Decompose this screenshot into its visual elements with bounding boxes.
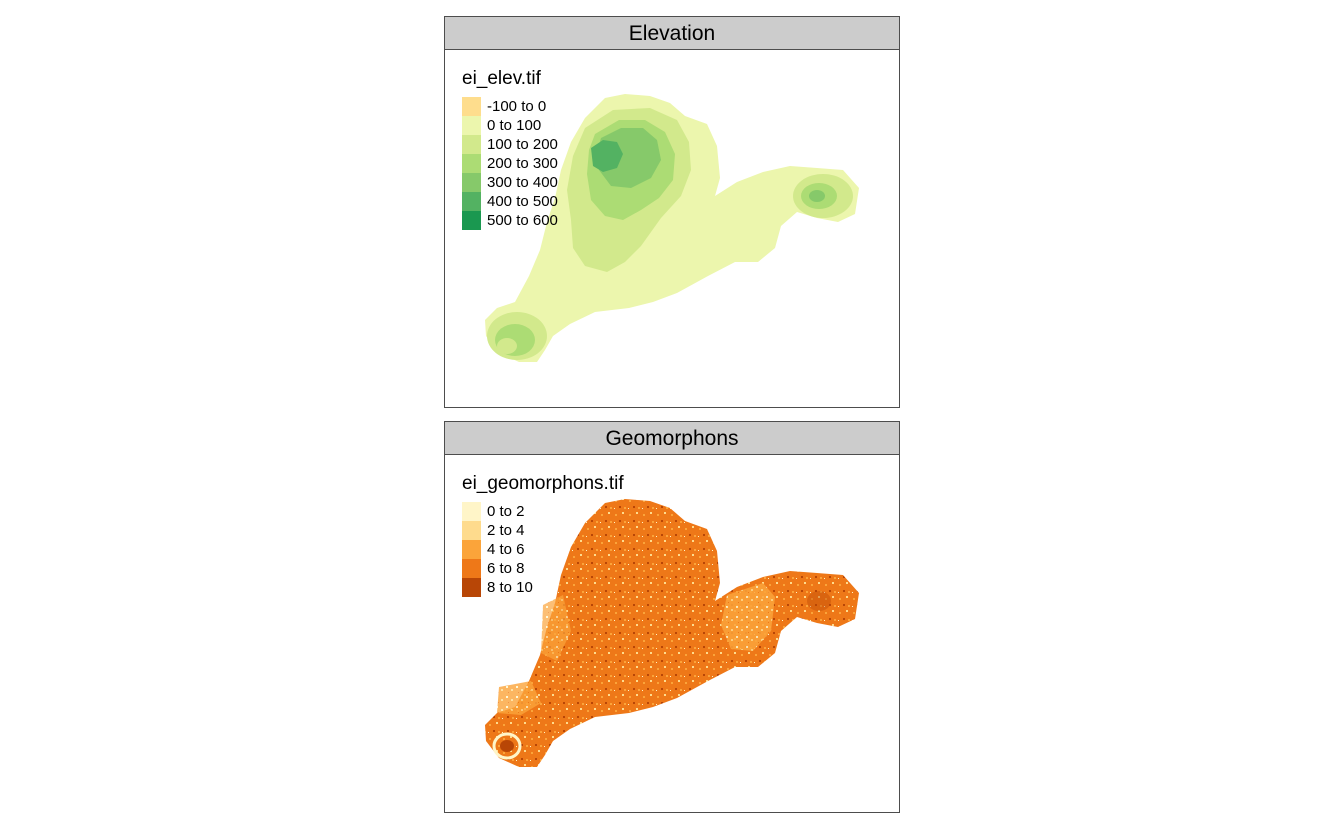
legend-title: ei_elev.tif [462,68,541,89]
legend-label: 0 to 100 [487,117,542,134]
legend-item: 6 to 8 [462,559,624,578]
geomorphons-panel: Geomorphons [444,421,900,813]
legend-item: 300 to 400 [462,173,558,192]
legend-label: 6 to 8 [487,560,525,577]
west-crater-ring [492,732,522,760]
legend-item: 2 to 4 [462,521,624,540]
east-volcano [807,591,831,611]
legend-item: 4 to 6 [462,540,624,559]
legend-item: 400 to 500 [462,192,558,211]
legend-label: 500 to 600 [487,212,558,229]
elevation-map [485,94,859,362]
legend-swatch [462,502,481,521]
legend-title: ei_geomorphons.tif [462,473,624,494]
legend-label: 2 to 4 [487,522,525,539]
legend-label: 100 to 200 [487,136,558,153]
legend-swatch [462,116,481,135]
legend-swatch [462,521,481,540]
legend-label: 8 to 10 [487,579,533,596]
legend-swatch [462,97,481,116]
legend-swatch [462,578,481,597]
legend-item: 500 to 600 [462,211,558,230]
legend: ei_geomorphons.tif 0 to 2 2 to 4 4 to 6 … [462,473,624,597]
light-terrain-patch [721,583,775,651]
legend-item: 100 to 200 [462,135,558,154]
legend-swatch [462,135,481,154]
legend-item: 0 to 2 [462,502,624,521]
legend-item: 0 to 100 [462,116,558,135]
west-volcano-crater [497,338,517,354]
panel-title: Geomorphons [445,422,899,455]
panel-title: Elevation [445,17,899,50]
elevation-band-400-500 [591,140,623,172]
light-terrain-patch [541,595,571,661]
geomorphons-map [485,499,859,767]
legend-label: 300 to 400 [487,174,558,191]
east-volcano-band-300-400 [809,190,825,202]
legend-label: 4 to 6 [487,541,525,558]
legend: ei_elev.tif -100 to 0 0 to 100 100 to 20… [462,68,558,230]
light-terrain-patch [497,681,541,715]
legend-items: -100 to 0 0 to 100 100 to 200 200 to 300… [462,97,558,230]
legend-label: 400 to 500 [487,193,558,210]
map-canvas: ei_geomorphons.tif 0 to 2 2 to 4 4 to 6 … [445,455,899,812]
west-crater [500,740,514,752]
legend-swatch [462,173,481,192]
legend-item: 8 to 10 [462,578,624,597]
legend-swatch [462,540,481,559]
legend-label: 200 to 300 [487,155,558,172]
legend-swatch [462,211,481,230]
map-canvas: ei_elev.tif -100 to 0 0 to 100 100 to 20… [445,50,899,407]
elevation-panel: Elevation ei_elev.tif [444,16,900,408]
legend-item: -100 to 0 [462,97,558,116]
legend-swatch [462,559,481,578]
legend-swatch [462,192,481,211]
legend-items: 0 to 2 2 to 4 4 to 6 6 to 8 8 to 10 [462,502,624,597]
legend-swatch [462,154,481,173]
island-outline [485,499,859,767]
legend-item: 200 to 300 [462,154,558,173]
legend-label: -100 to 0 [487,98,547,115]
legend-label: 0 to 2 [487,503,525,520]
